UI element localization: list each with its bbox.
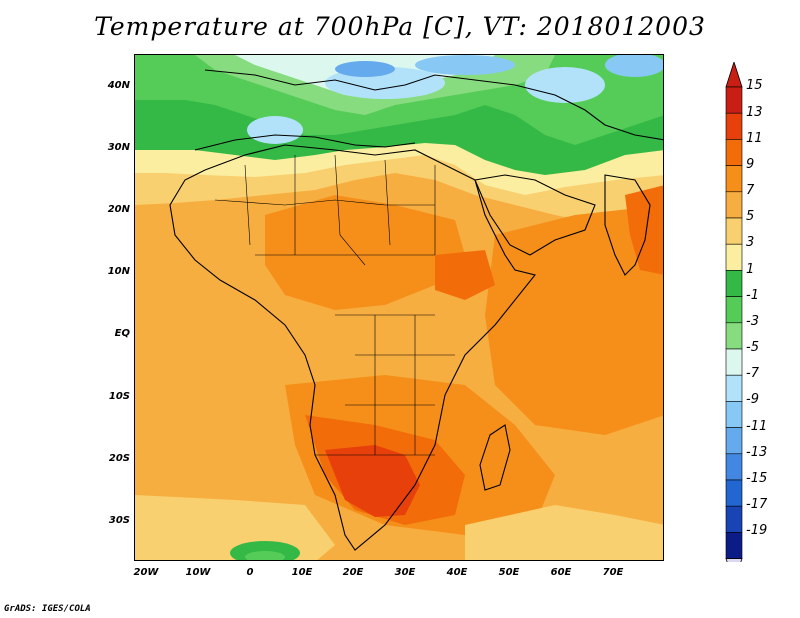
colorbar-swatch-8 (725, 296, 743, 324)
colorbar-swatch-3 (725, 165, 743, 193)
temp-band-11-arabia (625, 185, 663, 275)
cbar-label-minus1: -1 (746, 288, 759, 303)
colorbar-swatch-17 (725, 532, 743, 559)
cbar-label-minus3: -3 (746, 314, 759, 329)
temp-band-13-kalahari (325, 445, 420, 517)
madagascar-coastline (479, 424, 511, 491)
lon-label-40e: 40E (446, 567, 468, 578)
cbar-label-minus9: -9 (746, 392, 759, 407)
colorbar-swatch-0 (725, 86, 743, 114)
colorbar-swatch-4 (725, 191, 743, 219)
lon-label-50e: 50E (498, 567, 520, 578)
colorbar-under-triangle (725, 558, 743, 562)
temperature-map (134, 54, 664, 561)
lat-label-eq: EQ (114, 328, 130, 339)
lat-label-30n: 30N (107, 142, 130, 153)
cbar-label-13: 13 (746, 105, 763, 120)
cbar-label-7: 7 (746, 183, 755, 198)
cold-pool-north (415, 55, 515, 75)
lon-label-20e: 20E (342, 567, 364, 578)
africa-coastline (169, 144, 536, 551)
lon-label-70e: 70E (602, 567, 624, 578)
grads-credit: GrADS: IGES/COLA (4, 604, 91, 614)
colorbar-swatch-13 (725, 427, 743, 455)
colorbar-swatch-7 (725, 270, 743, 297)
cbar-label-5: 5 (746, 209, 755, 224)
colorbar-swatch-11 (725, 374, 743, 402)
colorbar-swatch-14 (725, 453, 743, 481)
cbar-label-9: 9 (746, 157, 755, 172)
colorbar-swatch-15 (725, 479, 743, 507)
colorbar-swatch-9 (725, 322, 743, 350)
lon-label-30e: 30E (394, 567, 416, 578)
lat-label-10n: 10N (107, 266, 130, 277)
lon-label-10e: 10E (291, 567, 313, 578)
lat-label-20s: 20S (108, 453, 130, 464)
colorbar-swatch-12 (725, 401, 743, 428)
lat-label-30s: 30S (108, 515, 130, 526)
cold-pool-northeast (525, 67, 605, 103)
temp-band-minus1-southwest (245, 551, 285, 560)
mediterranean-coast (194, 134, 416, 151)
temp-band-11-horn (435, 250, 495, 300)
colorbar-swatch-10 (725, 348, 743, 376)
colorbar-swatch-16 (725, 505, 743, 533)
lat-label-10s: 10S (108, 391, 130, 402)
cbar-label-1: 1 (746, 262, 755, 277)
europe-coastline (204, 69, 663, 141)
cbar-label-minus15: -15 (746, 471, 768, 486)
colorbar-swatch-1 (725, 112, 743, 140)
arabia-coastline (474, 174, 596, 256)
colorbar (725, 62, 743, 562)
cbar-label-minus19: -19 (746, 523, 768, 538)
colorbar-over-triangle (725, 62, 743, 88)
cbar-label-minus7: -7 (746, 366, 759, 381)
temp-band-5-southeast (465, 505, 663, 560)
temp-band-9-sahel (265, 195, 465, 310)
lon-label-10w: 10W (185, 567, 211, 578)
colorbar-swatch-6 (725, 243, 743, 271)
map-title: Temperature at 700hPa [C], VT: 201801200… (94, 12, 706, 41)
country-borders (214, 154, 455, 456)
cbar-label-minus17: -17 (746, 497, 768, 512)
lat-label-40n: 40N (107, 80, 130, 91)
cbar-label-15: 15 (746, 78, 763, 93)
cold-pool-west (247, 116, 303, 144)
lon-label-20w: 20W (133, 567, 159, 578)
cold-core (335, 61, 395, 77)
cbar-label-11: 11 (746, 131, 763, 146)
cbar-label-minus11: -11 (746, 419, 768, 434)
lon-label-60e: 60E (550, 567, 572, 578)
cbar-label-minus5: -5 (746, 340, 759, 355)
cbar-label-minus13: -13 (746, 445, 768, 460)
colorbar-swatch-2 (725, 139, 743, 166)
lon-label-0: 0 (246, 567, 254, 578)
cbar-label-3: 3 (746, 235, 755, 250)
lat-label-20n: 20N (107, 204, 130, 215)
colorbar-swatch-5 (725, 217, 743, 245)
india-coastline (604, 174, 651, 276)
cold-pool-east (605, 55, 663, 77)
